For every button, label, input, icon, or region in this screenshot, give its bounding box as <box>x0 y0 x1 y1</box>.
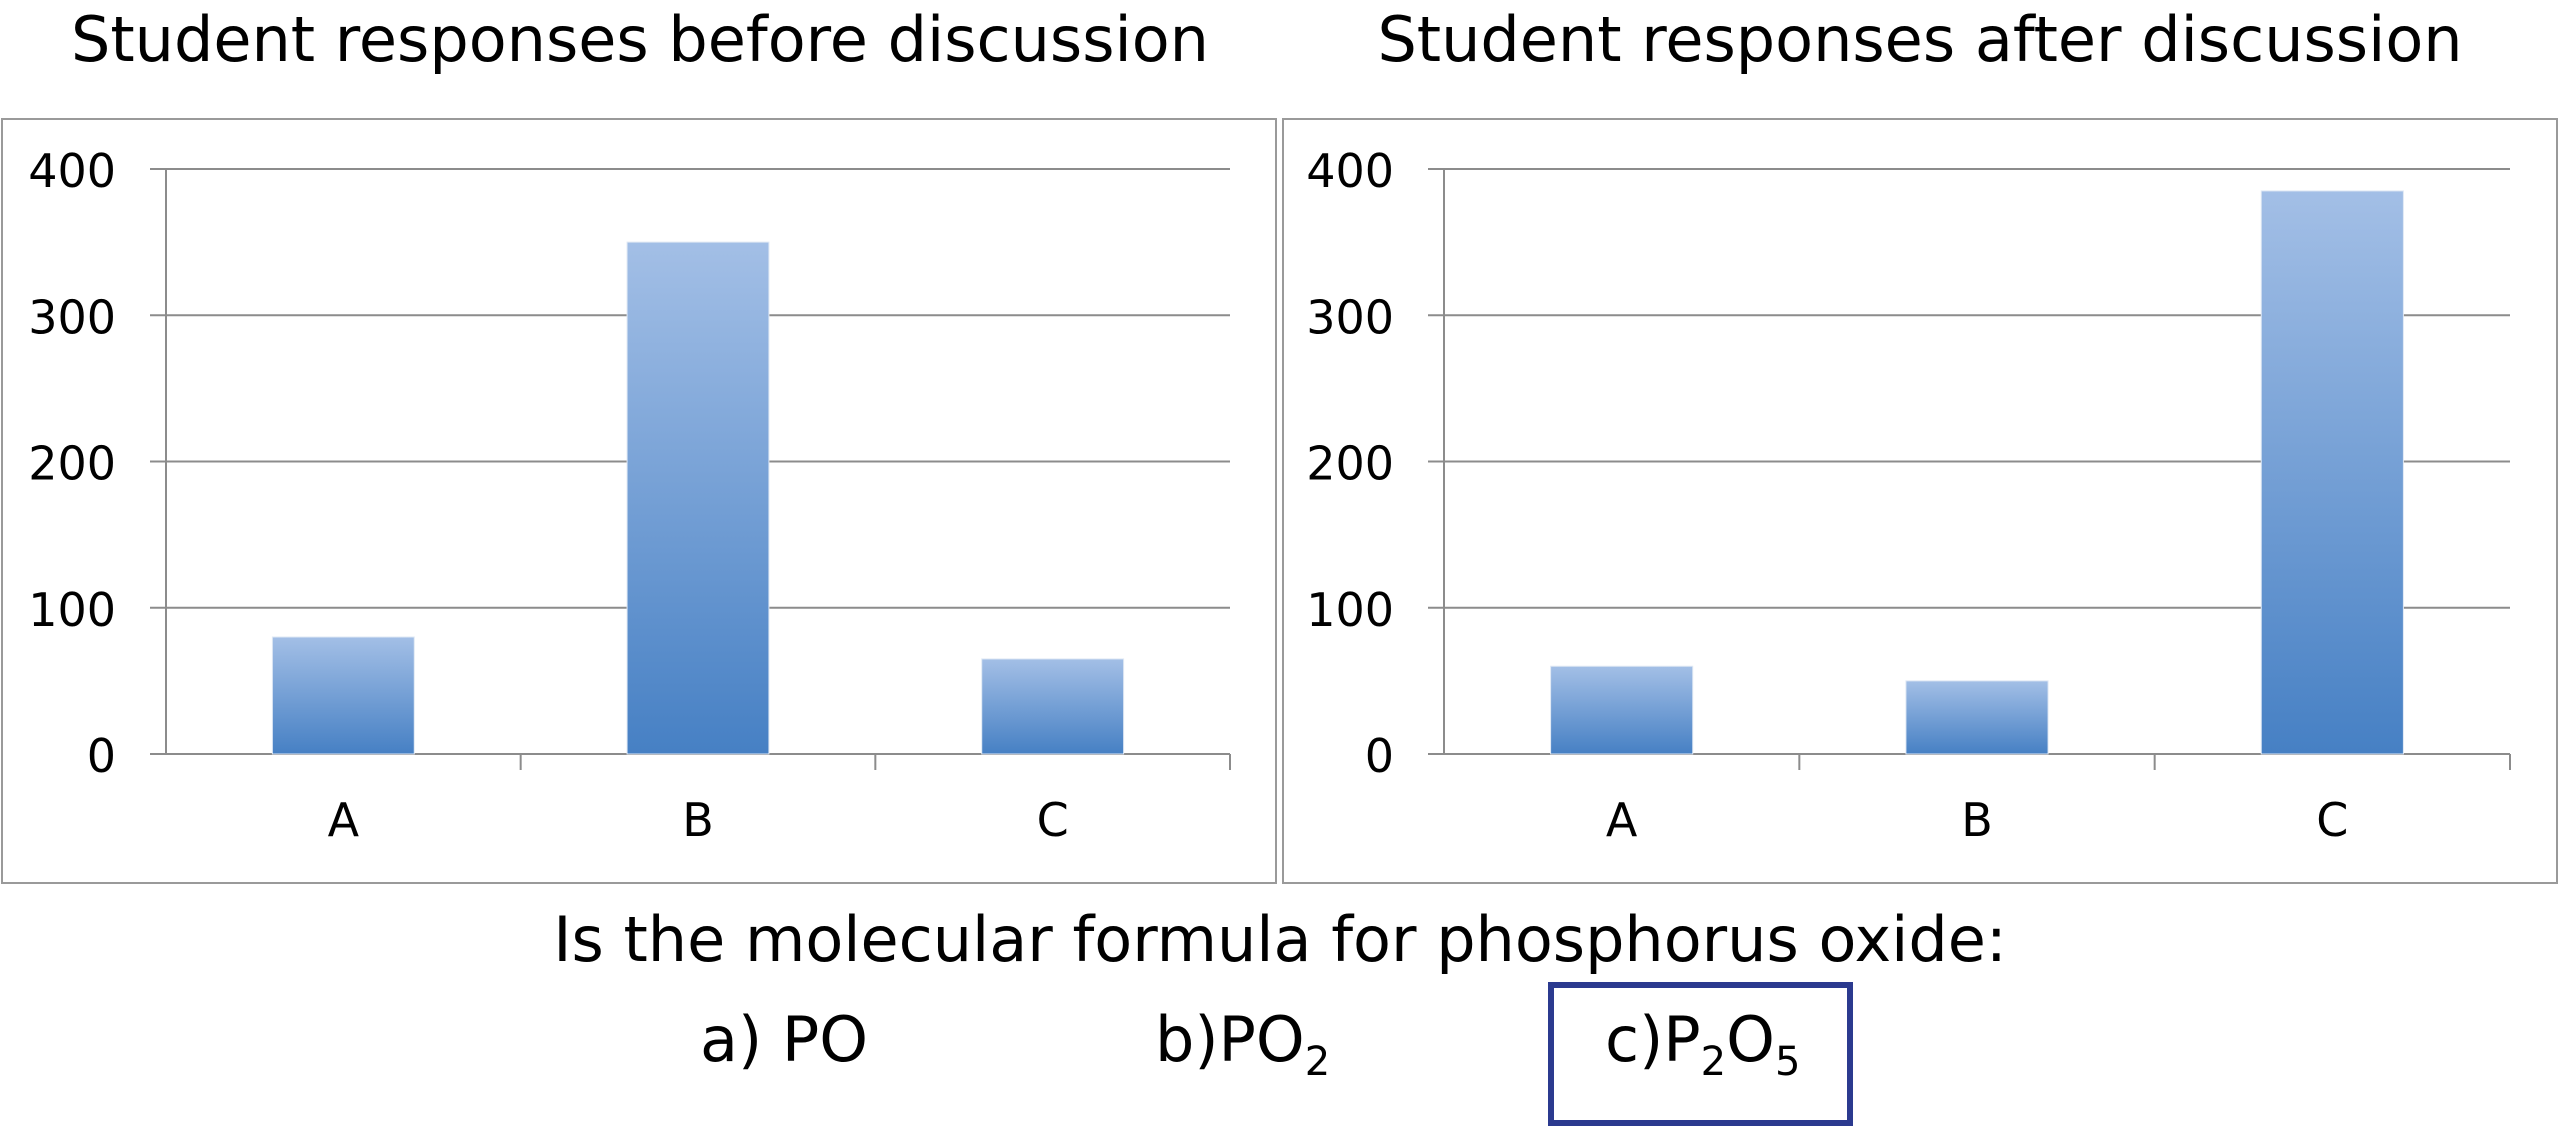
question-text: Is the molecular formula for phosphorus … <box>553 903 2007 976</box>
chart-after: 0 100 200 300 400 A B C <box>1282 118 2558 884</box>
chart-before-ytick-label: 400 <box>28 144 116 198</box>
chart-after-category-label: C <box>2316 793 2348 847</box>
option-a-formula-part-1: PO <box>781 1003 869 1076</box>
chart-before-category-label: B <box>682 793 714 847</box>
chart-after-ytick-label: 0 <box>1365 729 1394 783</box>
chart-before-frame <box>1 118 1277 884</box>
chart-after-category-label: B <box>1961 793 1993 847</box>
chart-after-bar-c <box>2260 190 2404 755</box>
chart-before-ytick-label: 300 <box>28 290 116 344</box>
option-c-formula-part-2: O <box>1726 1003 1775 1076</box>
chart-before-ytick-label: 0 <box>87 729 116 783</box>
charts-canvas: 0 100 200 300 400 A B C 0 100 200 300 400 A B C <box>1 118 2558 884</box>
option-c: c)P2O5 <box>1605 1000 1800 1082</box>
chart-after-frame <box>1282 118 2558 884</box>
option-c-subscript-2: 5 <box>1774 1039 1801 1085</box>
chart-title-after: Student responses after discussion <box>1377 3 2463 76</box>
chart-before-bar-c <box>981 658 1125 755</box>
chart-title-before: Student responses before discussion <box>71 3 1209 76</box>
option-a-prefix: a) <box>700 1003 782 1076</box>
option-c-subscript-1: 2 <box>1700 1039 1727 1085</box>
chart-before-ytick-label: 100 <box>28 583 116 637</box>
chart-after-bar-b <box>1905 680 2049 755</box>
option-b-formula-part-1: PO <box>1218 1003 1305 1076</box>
chart-after-ytick-label: 400 <box>1306 144 1394 198</box>
option-c-prefix: c) <box>1605 1003 1664 1076</box>
chart-after-bar-a <box>1550 665 1694 755</box>
option-c-formula-part-1: P <box>1663 1003 1701 1076</box>
chart-before: 0 100 200 300 400 A B C <box>1 118 1277 884</box>
chart-after-category-label: A <box>1606 793 1638 847</box>
chart-before-bar-a <box>271 636 415 755</box>
chart-before-category-label: A <box>328 793 360 847</box>
chart-before-category-label: C <box>1037 793 1069 847</box>
chart-after-ytick-label: 100 <box>1306 583 1394 637</box>
option-b-subscript-1: 2 <box>1304 1039 1331 1085</box>
option-a: a) PO <box>700 1000 868 1080</box>
chart-before-bar-b <box>626 241 770 755</box>
chart-before-ytick-label: 200 <box>28 437 116 491</box>
chart-after-ytick-label: 200 <box>1306 437 1394 491</box>
correct-answer-box <box>1548 982 1853 1126</box>
option-b: b)PO2 <box>1155 1000 1330 1082</box>
option-b-prefix: b) <box>1155 1003 1219 1076</box>
chart-after-ytick-label: 300 <box>1306 290 1394 344</box>
